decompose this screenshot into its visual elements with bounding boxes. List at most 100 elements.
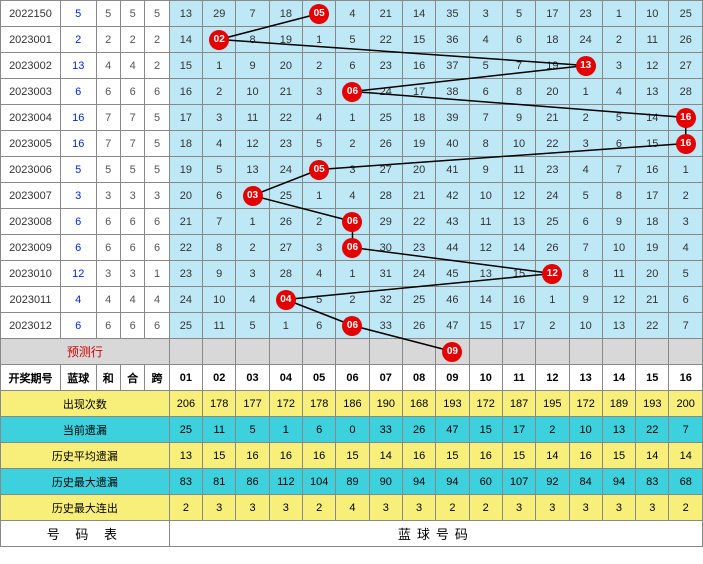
sum-col-1: 7	[120, 105, 144, 131]
grid-cell: 11	[469, 209, 502, 235]
grid-cell: 25	[269, 183, 302, 209]
grid-cell: 3	[203, 105, 236, 131]
stat-val: 16	[303, 443, 336, 469]
grid-cell: 3	[569, 131, 602, 157]
grid-cell: 14	[469, 287, 502, 313]
grid-cell: 24	[402, 261, 435, 287]
grid-cell: 4	[669, 235, 703, 261]
hdr-kua: 跨	[145, 365, 169, 391]
hdr-num-01: 01	[169, 365, 202, 391]
grid-cell: 14	[636, 105, 669, 131]
sum-col-2: 5	[145, 105, 169, 131]
grid-cell: 26	[669, 27, 703, 53]
grid-cell: 6	[502, 27, 535, 53]
grid-cell: 33	[369, 313, 402, 339]
grid-cell: 27	[269, 235, 302, 261]
hdr-num-05: 05	[303, 365, 336, 391]
grid-cell: 19	[636, 235, 669, 261]
grid-cell: 9	[602, 209, 635, 235]
stat-val: 14	[636, 443, 669, 469]
grid-cell: 19	[269, 27, 302, 53]
hdr-num-15: 15	[636, 365, 669, 391]
grid-cell: 1	[303, 27, 336, 53]
period-cell: 2023003	[1, 79, 61, 105]
stat-val: 83	[636, 469, 669, 495]
sum-col-2: 5	[145, 131, 169, 157]
stat-val: 15	[469, 417, 502, 443]
sum-col-0: 7	[96, 105, 120, 131]
grid-cell: 38	[436, 79, 469, 105]
grid-cell: 10	[569, 313, 602, 339]
grid-cell: 10	[203, 287, 236, 313]
sum-col-2: 6	[145, 235, 169, 261]
stat-val: 81	[203, 469, 236, 495]
grid-cell: 5	[303, 131, 336, 157]
grid-cell: 9	[469, 157, 502, 183]
grid-cell: 8	[236, 27, 269, 53]
grid-cell: 7	[569, 235, 602, 261]
grid-cell: 13	[169, 1, 202, 27]
predict-cell	[369, 339, 402, 365]
grid-cell: 9	[569, 287, 602, 313]
sum-col-2: 2	[145, 27, 169, 53]
grid-cell: 29	[203, 1, 236, 27]
grid-cell: 5	[569, 183, 602, 209]
grid-cell: 21	[536, 105, 569, 131]
blue-value: 4	[60, 287, 96, 313]
predict-cell	[669, 339, 703, 365]
footer-left: 号 码 表	[1, 521, 170, 547]
sum-col-2: 5	[145, 157, 169, 183]
grid-cell: 2	[569, 105, 602, 131]
sum-col-1: 3	[120, 183, 144, 209]
blue-value: 6	[60, 313, 96, 339]
stat-val: 3	[536, 495, 569, 521]
stat-val: 14	[536, 443, 569, 469]
sum-col-2: 6	[145, 313, 169, 339]
sum-col-1: 4	[120, 53, 144, 79]
predict-cell	[569, 339, 602, 365]
grid-cell: 11	[636, 27, 669, 53]
grid-cell: 2	[336, 287, 369, 313]
hdr-num-04: 04	[269, 365, 302, 391]
grid-cell: 25	[169, 313, 202, 339]
grid-cell: 23	[269, 131, 302, 157]
stat-val: 92	[536, 469, 569, 495]
stat-val: 13	[169, 443, 202, 469]
stat-val: 89	[336, 469, 369, 495]
stat-val: 2	[669, 495, 703, 521]
grid-cell: 24	[269, 157, 302, 183]
grid-cell: 06	[336, 313, 369, 339]
sum-col-1: 5	[120, 157, 144, 183]
grid-cell: 1	[203, 53, 236, 79]
grid-cell: 13	[236, 157, 269, 183]
grid-cell: 6	[469, 79, 502, 105]
grid-cell: 13	[636, 79, 669, 105]
stat-val: 3	[236, 495, 269, 521]
grid-cell: 5	[469, 53, 502, 79]
predict-cell	[269, 339, 302, 365]
stat-val: 187	[502, 391, 535, 417]
stat-label: 历史最大连出	[1, 495, 170, 521]
sum-col-1: 4	[120, 287, 144, 313]
stat-val: 1	[269, 417, 302, 443]
period-cell: 2023007	[1, 183, 61, 209]
grid-cell: 02	[203, 27, 236, 53]
grid-cell: 26	[269, 209, 302, 235]
stat-val: 83	[169, 469, 202, 495]
grid-cell: 1	[269, 313, 302, 339]
grid-cell: 26	[402, 313, 435, 339]
predict-cell	[203, 339, 236, 365]
grid-cell: 13	[502, 209, 535, 235]
grid-cell: 23	[369, 53, 402, 79]
grid-cell: 5	[203, 157, 236, 183]
grid-cell: 5	[669, 261, 703, 287]
stat-val: 68	[669, 469, 703, 495]
grid-cell: 22	[402, 209, 435, 235]
stat-val: 3	[602, 495, 635, 521]
hdr-num-11: 11	[502, 365, 535, 391]
ball-16: 16	[676, 108, 696, 128]
grid-cell: 45	[436, 261, 469, 287]
stat-val: 60	[469, 469, 502, 495]
stat-val: 2	[169, 495, 202, 521]
grid-cell: 44	[436, 235, 469, 261]
